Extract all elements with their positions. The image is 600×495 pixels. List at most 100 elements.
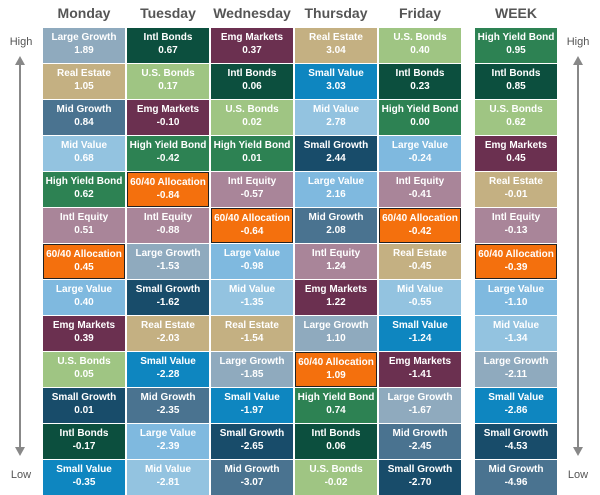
- asset-class-label: Mid Growth: [308, 212, 364, 223]
- return-cell: U.S. Bonds 0.02: [211, 100, 293, 135]
- asset-class-label: Small Value: [140, 356, 196, 367]
- asset-class-label: High Yield Bond: [477, 32, 555, 43]
- right-arrow-shaft: [577, 64, 579, 448]
- return-value-label: 0.17: [158, 81, 178, 92]
- return-cell: High Yield Bond 0.01: [211, 136, 293, 171]
- return-cell: Mid Value -0.55: [379, 280, 461, 315]
- return-cell: Mid Growth -3.07: [211, 460, 293, 495]
- return-value-label: 2.44: [326, 153, 346, 164]
- asset-class-label: Small Growth: [303, 140, 369, 151]
- asset-class-label: Real Estate: [141, 320, 195, 331]
- return-value-label: 0.37: [242, 45, 262, 56]
- return-cell: Small Growth 0.01: [43, 388, 125, 423]
- return-cell: Large Value -2.39: [127, 424, 209, 459]
- return-cell: Large Value -1.10: [475, 280, 557, 315]
- asset-class-label: 60/40 Allocation: [130, 177, 206, 188]
- return-value-label: 1.05: [74, 81, 94, 92]
- column-header-week: WEEK: [495, 5, 537, 21]
- asset-class-label: Mid Value: [144, 464, 192, 475]
- asset-class-label: Large Growth: [135, 248, 201, 259]
- column-header-wednesday: Wednesday: [213, 5, 291, 21]
- asset-class-label: Emg Markets: [136, 104, 200, 115]
- return-cell: 60/40 Allocation -0.42: [379, 208, 461, 243]
- return-value-label: -1.53: [156, 261, 180, 272]
- asset-class-label: Large Growth: [219, 356, 285, 367]
- asset-class-label: Mid Value: [396, 284, 444, 295]
- asset-class-label: Real Estate: [309, 32, 363, 43]
- asset-class-label: Mid Growth: [488, 464, 544, 475]
- return-value-label: 0.68: [74, 153, 94, 164]
- asset-class-label: U.S. Bonds: [309, 464, 363, 475]
- asset-class-label: Large Value: [487, 284, 545, 295]
- asset-class-label: Emg Markets: [52, 320, 116, 331]
- asset-class-label: Large Value: [391, 140, 449, 151]
- asset-class-label: Real Estate: [225, 320, 279, 331]
- return-value-label: 0.40: [74, 297, 94, 308]
- return-value-label: -0.17: [72, 441, 96, 452]
- asset-class-label: Large Value: [223, 248, 281, 259]
- return-cell: Real Estate -0.01: [475, 172, 557, 207]
- left-low-label: Low: [10, 469, 32, 481]
- return-value-label: -1.85: [240, 369, 264, 380]
- return-cell: Emg Markets -0.10: [127, 100, 209, 135]
- asset-class-label: Emg Markets: [304, 284, 368, 295]
- asset-class-label: Emg Markets: [484, 140, 548, 151]
- return-cell: Real Estate -1.54: [211, 316, 293, 351]
- return-value-label: 2.16: [326, 189, 346, 200]
- return-value-label: 2.78: [326, 117, 346, 128]
- asset-class-label: Mid Growth: [140, 392, 196, 403]
- return-cell: Large Growth -1.67: [379, 388, 461, 423]
- asset-class-label: Intl Equity: [395, 176, 445, 187]
- asset-class-label: 60/40 Allocation: [478, 249, 554, 260]
- return-value-label: -1.35: [240, 297, 264, 308]
- asset-class-label: Intl Equity: [143, 212, 193, 223]
- asset-class-label: Intl Equity: [227, 176, 277, 187]
- return-value-label: 2.08: [326, 225, 346, 236]
- return-value-label: 0.06: [242, 81, 262, 92]
- asset-class-label: Mid Growth: [392, 428, 448, 439]
- return-cell: U.S. Bonds 0.62: [475, 100, 557, 135]
- asset-class-label: 60/40 Allocation: [298, 357, 374, 368]
- return-value-label: -0.64: [240, 226, 264, 237]
- asset-class-label: Mid Value: [228, 284, 276, 295]
- return-cell: Large Value 2.16: [295, 172, 377, 207]
- asset-class-label: Real Estate: [393, 248, 447, 259]
- asset-class-label: Small Value: [392, 320, 448, 331]
- return-value-label: 1.89: [74, 45, 94, 56]
- asset-class-label: 60/40 Allocation: [46, 249, 122, 260]
- right-up-arrowhead: [573, 56, 583, 65]
- return-cell: Mid Growth -2.45: [379, 424, 461, 459]
- return-cell: 60/40 Allocation 1.09: [295, 352, 377, 387]
- asset-class-label: Real Estate: [57, 68, 111, 79]
- return-cell: Real Estate -2.03: [127, 316, 209, 351]
- return-cell: Small Value 3.03: [295, 64, 377, 99]
- return-value-label: -2.11: [504, 369, 528, 380]
- return-value-label: -2.39: [156, 441, 180, 452]
- column-header-thursday: Thursday: [304, 5, 368, 21]
- return-value-label: 0.40: [410, 45, 430, 56]
- return-value-label: -0.55: [408, 297, 432, 308]
- return-cell: Intl Bonds 0.23: [379, 64, 461, 99]
- asset-class-label: U.S. Bonds: [489, 104, 543, 115]
- return-cell: Real Estate 3.04: [295, 28, 377, 63]
- asset-class-label: Small Value: [488, 392, 544, 403]
- return-cell: Small Growth -2.65: [211, 424, 293, 459]
- return-cell: Large Growth -2.11: [475, 352, 557, 387]
- return-value-label: -2.86: [504, 405, 528, 416]
- return-cell: 60/40 Allocation 0.45: [43, 244, 125, 279]
- asset-class-label: Mid Value: [60, 140, 108, 151]
- return-cell: Small Growth -1.62: [127, 280, 209, 315]
- return-cell: Mid Value -1.35: [211, 280, 293, 315]
- return-cell: Intl Bonds -0.17: [43, 424, 125, 459]
- return-value-label: -0.57: [240, 189, 264, 200]
- return-value-label: 1.09: [326, 370, 346, 381]
- asset-class-label: High Yield Bond: [381, 104, 459, 115]
- return-value-label: 0.05: [74, 369, 94, 380]
- left-high-label: High: [9, 36, 33, 48]
- return-cell: Intl Equity -0.88: [127, 208, 209, 243]
- return-value-label: 0.62: [74, 189, 94, 200]
- return-cell: Mid Value 0.68: [43, 136, 125, 171]
- right-high-label: High: [566, 36, 590, 48]
- return-value-label: 0.45: [74, 262, 94, 273]
- asset-class-label: Mid Value: [312, 104, 360, 115]
